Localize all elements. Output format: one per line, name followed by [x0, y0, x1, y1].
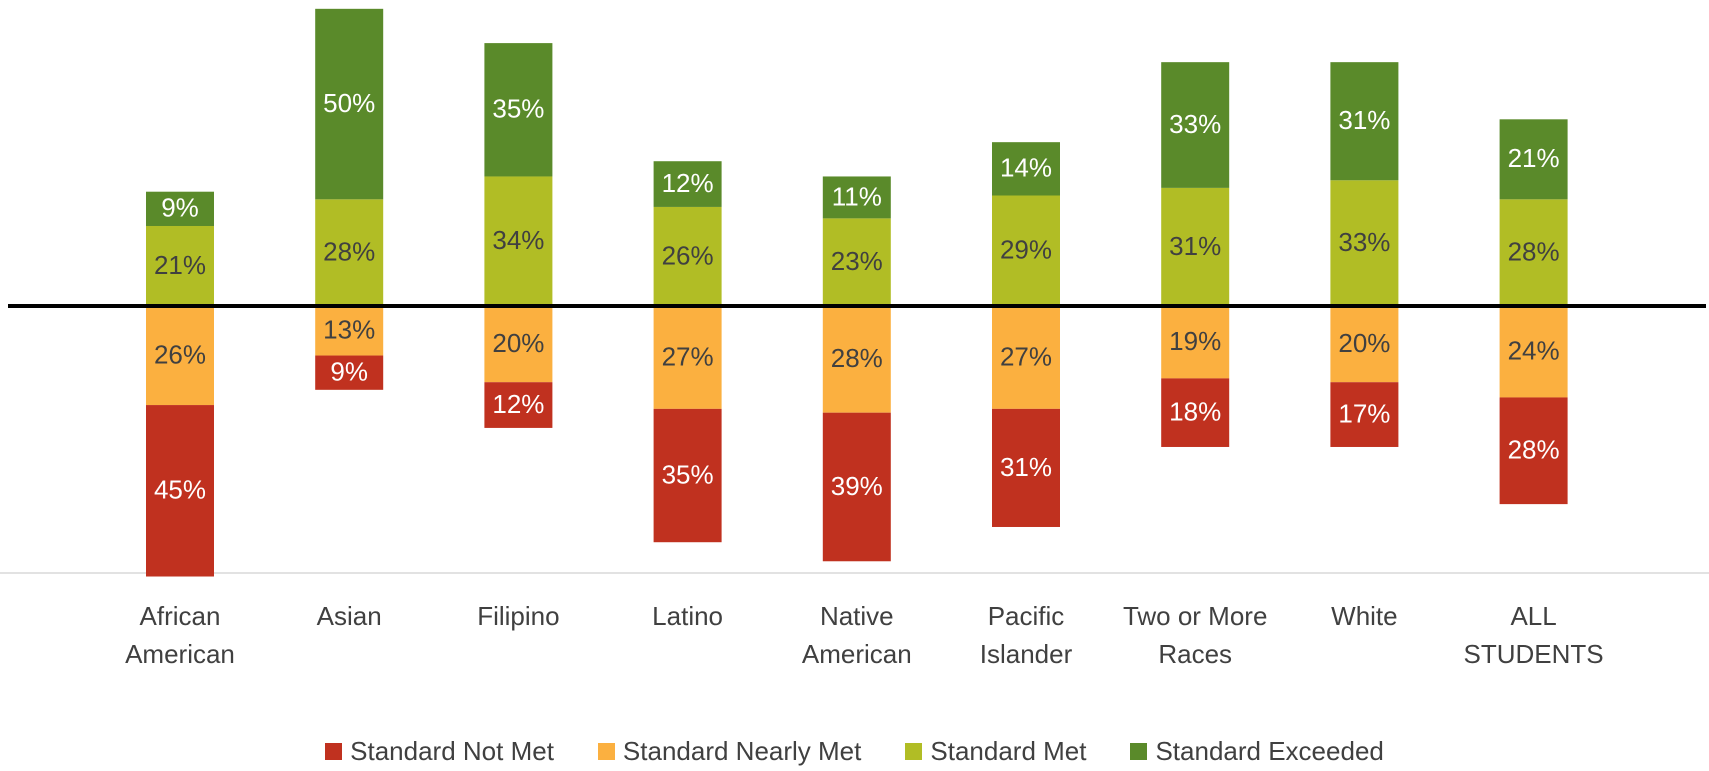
bar-segment [315, 355, 384, 390]
bar-segment [653, 161, 722, 207]
data-label: 31% [1000, 452, 1052, 482]
x-tick-label: White [1331, 601, 1398, 631]
bar-segment [1499, 306, 1568, 398]
legend-swatch [325, 743, 343, 760]
x-tick-label: Latino [652, 601, 724, 631]
data-label: 39% [831, 471, 883, 501]
bar-segment [1161, 62, 1230, 188]
data-label: 26% [154, 339, 206, 369]
data-label: 27% [662, 341, 714, 371]
bar-segment [315, 199, 384, 306]
bar-segment [1499, 199, 1568, 306]
data-label: 19% [1169, 326, 1221, 356]
bar-segment [484, 43, 553, 177]
legend-label: Standard Exceeded [1155, 736, 1384, 766]
x-tick-label: African American [125, 601, 235, 669]
bar-segment [1161, 378, 1230, 447]
x-tick-label: Pacific Islander [979, 601, 1073, 669]
data-label: 18% [1169, 397, 1221, 427]
data-label: 9% [330, 357, 368, 387]
data-label: 28% [323, 237, 375, 267]
data-label: 26% [662, 240, 714, 270]
x-tick-label: Native American [801, 601, 912, 669]
data-label: 12% [662, 168, 714, 198]
data-label: 31% [1169, 231, 1221, 261]
data-label: 31% [1338, 105, 1390, 135]
bar-segment [146, 405, 214, 577]
data-label: 35% [662, 459, 714, 489]
data-label: 50% [323, 88, 375, 118]
x-tick-label: Two or More Races [1122, 601, 1268, 669]
bar-segment [992, 195, 1060, 306]
bar-segment [1330, 180, 1399, 306]
data-label: 29% [1000, 235, 1052, 265]
bar-segment [653, 408, 722, 543]
bar-segment [822, 218, 891, 306]
data-label: 24% [1508, 336, 1560, 366]
data-label: 20% [492, 328, 544, 358]
legend-label: Standard Met [930, 736, 1087, 766]
data-label: 34% [492, 225, 544, 255]
bar-segment [484, 306, 553, 383]
data-label: 21% [154, 250, 206, 280]
legend-label: Standard Nearly Met [622, 736, 862, 766]
data-label: 9% [161, 193, 199, 223]
x-tick-label: ALL STUDENTS [1463, 601, 1604, 669]
bar-segment [315, 8, 384, 200]
bar-segment [653, 206, 722, 306]
x-tick-label: Filipino [477, 601, 560, 631]
data-label: 28% [831, 343, 883, 373]
x-tick-label: Asian [316, 601, 382, 631]
bar-segment [1499, 119, 1568, 200]
bar-segment [822, 306, 891, 413]
bar-segment [992, 306, 1060, 409]
data-label: 17% [1338, 398, 1390, 428]
data-label: 12% [492, 389, 544, 419]
data-label: 13% [323, 315, 375, 345]
bar-segment [992, 408, 1060, 527]
bar-segment [1330, 62, 1399, 181]
bar-segment [146, 225, 214, 306]
data-label: 28% [1508, 435, 1560, 465]
plot: 26% 45% 21% 9% 13% 9% 28% 50% 20% 12% 34% 35% 27% 35%… [0, 8, 1709, 577]
bar-segment [146, 306, 214, 406]
bar-segment [1499, 397, 1568, 505]
data-label: 14% [1000, 153, 1052, 183]
legend: Standard Not Met Standard Nearly Met Stand… [0, 736, 1709, 767]
data-label: 45% [154, 475, 206, 505]
bar-segment [822, 176, 891, 219]
bar-segment [992, 142, 1060, 196]
data-label: 33% [1338, 227, 1390, 257]
bar-segment [315, 306, 384, 356]
data-label: 33% [1169, 109, 1221, 139]
bar-segment [1330, 306, 1399, 383]
legend-label: Standard Not Met [350, 736, 554, 766]
legend-swatch [597, 743, 615, 760]
bar-segment [484, 382, 553, 428]
bar-segment [1161, 306, 1230, 379]
data-label: 21% [1508, 143, 1560, 173]
data-label: 23% [831, 246, 883, 276]
legend-item: Standard Not Met [325, 736, 554, 767]
legend-item: Standard Nearly Met [597, 736, 862, 767]
data-label: 35% [492, 94, 544, 124]
legend-swatch [1130, 743, 1148, 760]
legend-item: Standard Met [905, 736, 1086, 767]
data-label: 20% [1338, 328, 1390, 358]
bar-segment [822, 412, 891, 562]
legend-item: Standard Exceeded [1130, 736, 1384, 767]
legend-swatch [905, 743, 923, 760]
data-label: 27% [1000, 341, 1052, 371]
data-label: 11% [832, 181, 882, 211]
bar-segment [1330, 382, 1399, 447]
bar-segment [484, 176, 553, 306]
bar-segment [653, 306, 722, 409]
data-label: 28% [1508, 237, 1560, 267]
bar-segment [146, 191, 214, 226]
bar-segment [1161, 187, 1230, 306]
